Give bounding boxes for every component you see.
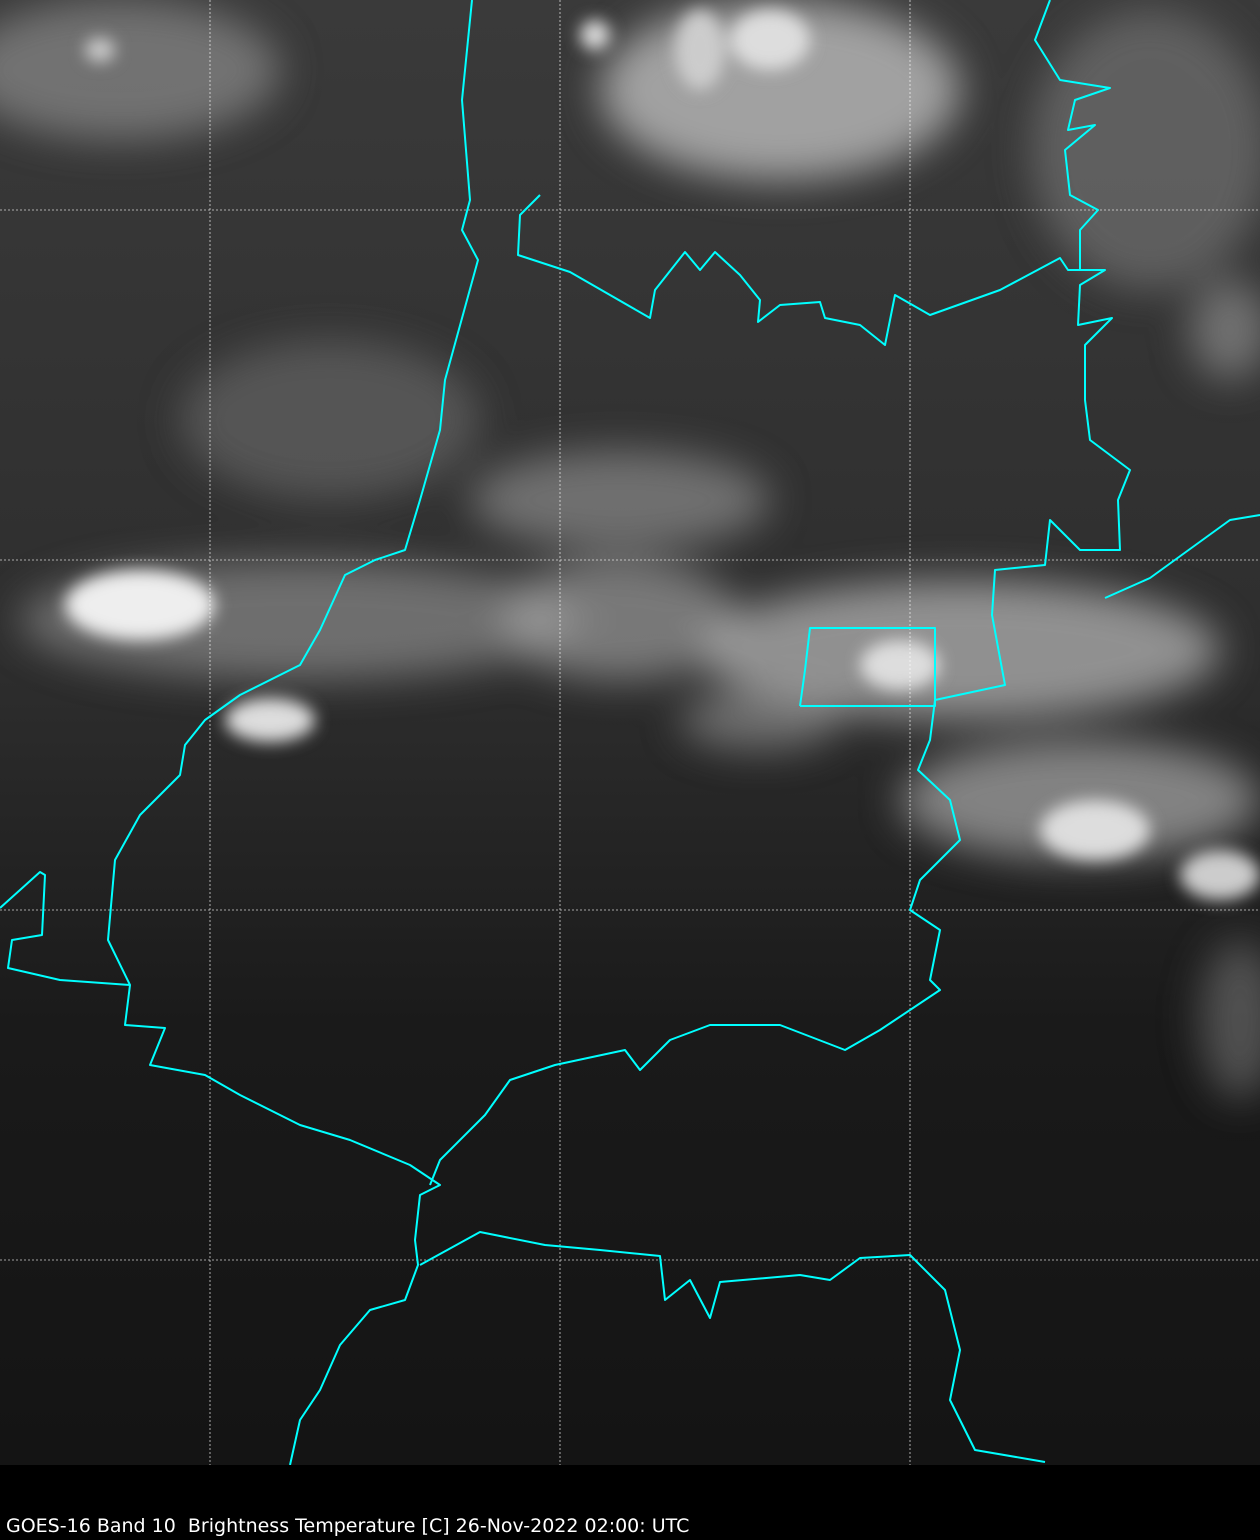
borders — [0, 0, 1260, 1465]
border-line — [1034, 0, 1111, 270]
border-line — [419, 1231, 1046, 1463]
graticule — [0, 0, 1260, 1465]
border-line — [0, 871, 131, 986]
convective-cores — [65, 10, 1260, 900]
satellite-image — [0, 0, 1260, 1465]
border-line — [107, 0, 479, 1465]
border-line — [1104, 514, 1260, 599]
border-line — [429, 194, 1131, 1186]
border-line — [799, 627, 936, 707]
image-caption: GOES-16 Band 10 Brightness Temperature [… — [6, 1515, 690, 1537]
